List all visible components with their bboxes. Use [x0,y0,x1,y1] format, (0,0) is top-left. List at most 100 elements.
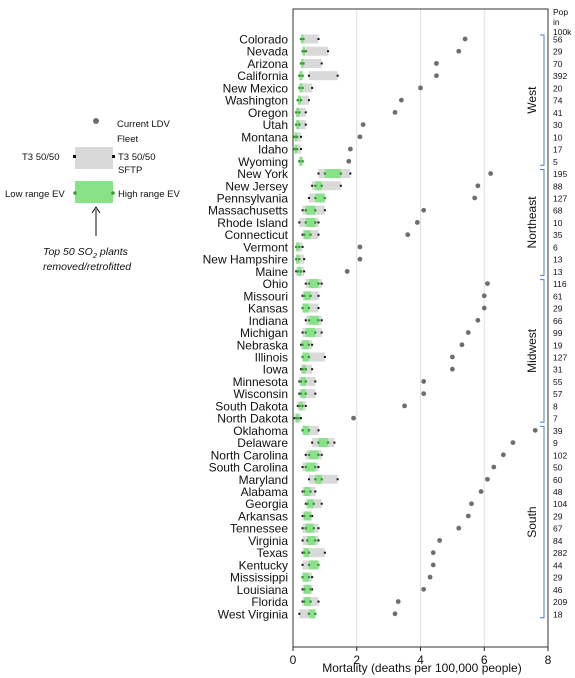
t3-high-marker [320,453,323,456]
ev-low-marker [301,575,304,579]
pop-label: 102 [553,450,567,460]
fleet-dot [392,611,398,617]
t3-high-marker [339,184,342,187]
state-row: Idaho 17 [258,143,563,157]
t3-high-marker [311,343,314,346]
ev-range-bar [299,156,303,166]
legend-t3-box [75,147,113,169]
fleet-dot [421,391,427,397]
fleet-dot [421,207,427,213]
t3-range-bar [302,303,319,313]
plot-frame [292,8,549,648]
pop-header-line-2: in [553,17,560,27]
ev-low-marker [306,502,309,506]
pop-label: 46 [553,585,563,595]
ev-range-bar [304,584,311,594]
t3-low-marker [301,600,304,603]
state-label: Connecticut [225,228,289,242]
state-label: North Dakota [217,412,288,426]
t3-low-marker [293,417,296,420]
ev-high-marker [326,441,330,444]
t3-low-marker [299,368,302,371]
pop-label: 39 [553,426,563,436]
state-label: West Virginia [218,607,289,621]
t3-range-bar [299,609,309,619]
t3-low-marker [301,331,304,334]
fleet-dot [491,464,497,470]
ev-range-bar [315,181,322,191]
fleet-dot [472,195,478,201]
state-row: South Dakota 8 [215,399,558,413]
state-row: Kentucky 44 [239,558,563,572]
t3-high-marker [314,392,317,395]
ev-range-bar [296,242,300,252]
state-row: California 392 [237,69,567,83]
legend-fleet-label-1: Current LDV [117,119,170,130]
t3-range-bar [312,181,341,191]
region-bracket [540,425,545,619]
state-label: Montana [241,130,288,144]
t3-low-marker [301,527,304,530]
state-label: Pennsylvania [217,191,289,205]
t3-range-bar [299,389,316,399]
ev-range-bar [300,376,306,386]
state-row: North Dakota 7 [217,412,558,426]
ev-range-bar [300,389,306,399]
state-label: South Dakota [215,399,288,413]
region-label: Northeast [525,196,539,249]
t3-high-marker [320,319,323,322]
t3-high-marker [301,245,304,248]
ev-low-marker [293,147,296,151]
fleet-dot [357,256,363,262]
t3-low-marker [299,343,302,346]
ev-high-marker [309,490,312,493]
ev-high-marker [309,588,312,591]
ev-high-marker [302,62,305,65]
t3-low-marker [301,490,304,493]
state-row: Utah 30 [263,118,563,132]
ev-low-marker [302,490,306,493]
t3-high-marker [314,380,317,383]
state-label: Florida [251,595,288,609]
state-row: Tennessee 67 [230,522,563,536]
ev-range-bar [315,193,325,203]
ev-high-marker [297,416,300,420]
ev-high-marker [298,245,301,249]
ev-range-bar [304,597,311,607]
region-bracket [540,34,545,166]
t3-high-marker [311,368,314,371]
state-row: Minnesota 55 [233,375,563,389]
t3-range-bar [302,352,325,362]
ev-range-bar [302,425,309,435]
ev-low-marker [294,123,298,126]
fleet-dot [478,489,484,494]
ev-high-marker [314,539,317,542]
state-label: New Hampshire [203,253,289,267]
fleet-dot [475,183,481,189]
ev-range-bar [302,352,309,362]
t3-high-marker [311,588,314,591]
ev-range-bar [296,107,300,117]
fleet-dot [532,427,538,433]
state-row: New Hampshire 13 [203,253,563,267]
pop-label: 29 [553,47,563,57]
t3-high-marker [336,478,339,481]
ev-high-marker [303,49,307,53]
t3-high-marker [304,404,307,407]
ev-high-marker [320,184,323,188]
state-label: Louisiana [237,583,289,597]
fleet-dot [437,538,443,543]
state-row: Florida 209 [251,595,567,609]
state-label: Massachusetts [208,204,288,218]
ev-low-marker [301,49,304,53]
ev-range-bar [304,230,311,240]
t3-high-marker [336,74,339,77]
state-label: Vermont [243,240,288,254]
fleet-dot [430,550,436,556]
pop-label: 68 [553,206,563,216]
x-axis-label: Mortality (deaths per 100,000 people) [322,661,521,675]
t3-high-marker [311,514,314,517]
ev-range-bar [308,279,319,289]
pop-label: 30 [553,120,563,130]
fleet-dot [465,513,471,519]
